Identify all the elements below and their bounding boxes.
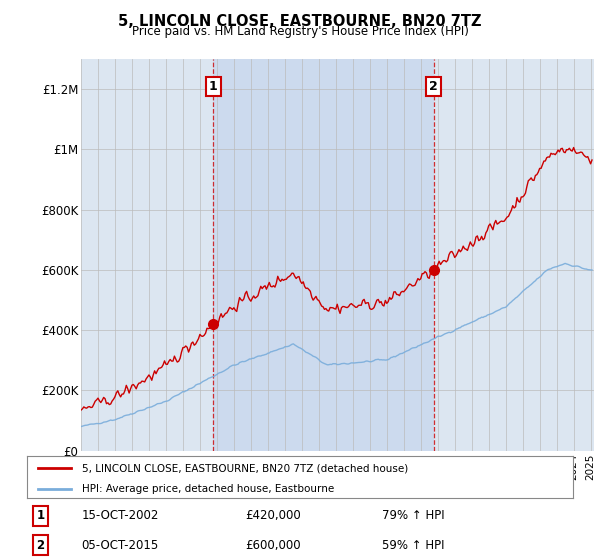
Text: 59% ↑ HPI: 59% ↑ HPI	[382, 539, 445, 552]
Text: 1: 1	[37, 510, 45, 522]
Text: 5, LINCOLN CLOSE, EASTBOURNE, BN20 7TZ (detached house): 5, LINCOLN CLOSE, EASTBOURNE, BN20 7TZ (…	[82, 463, 408, 473]
Bar	[214, 59, 434, 451]
Text: £420,000: £420,000	[245, 510, 301, 522]
Text: 2: 2	[429, 80, 438, 93]
Text: £600,000: £600,000	[245, 539, 301, 552]
Text: 79% ↑ HPI: 79% ↑ HPI	[382, 510, 445, 522]
Text: 05-OCT-2015: 05-OCT-2015	[82, 539, 159, 552]
Text: Price paid vs. HM Land Registry's House Price Index (HPI): Price paid vs. HM Land Registry's House …	[131, 25, 469, 38]
Text: 2: 2	[37, 539, 45, 552]
Text: HPI: Average price, detached house, Eastbourne: HPI: Average price, detached house, East…	[82, 484, 334, 494]
Text: 1: 1	[209, 80, 218, 93]
Text: 5, LINCOLN CLOSE, EASTBOURNE, BN20 7TZ: 5, LINCOLN CLOSE, EASTBOURNE, BN20 7TZ	[118, 14, 482, 29]
Text: 15-OCT-2002: 15-OCT-2002	[82, 510, 159, 522]
